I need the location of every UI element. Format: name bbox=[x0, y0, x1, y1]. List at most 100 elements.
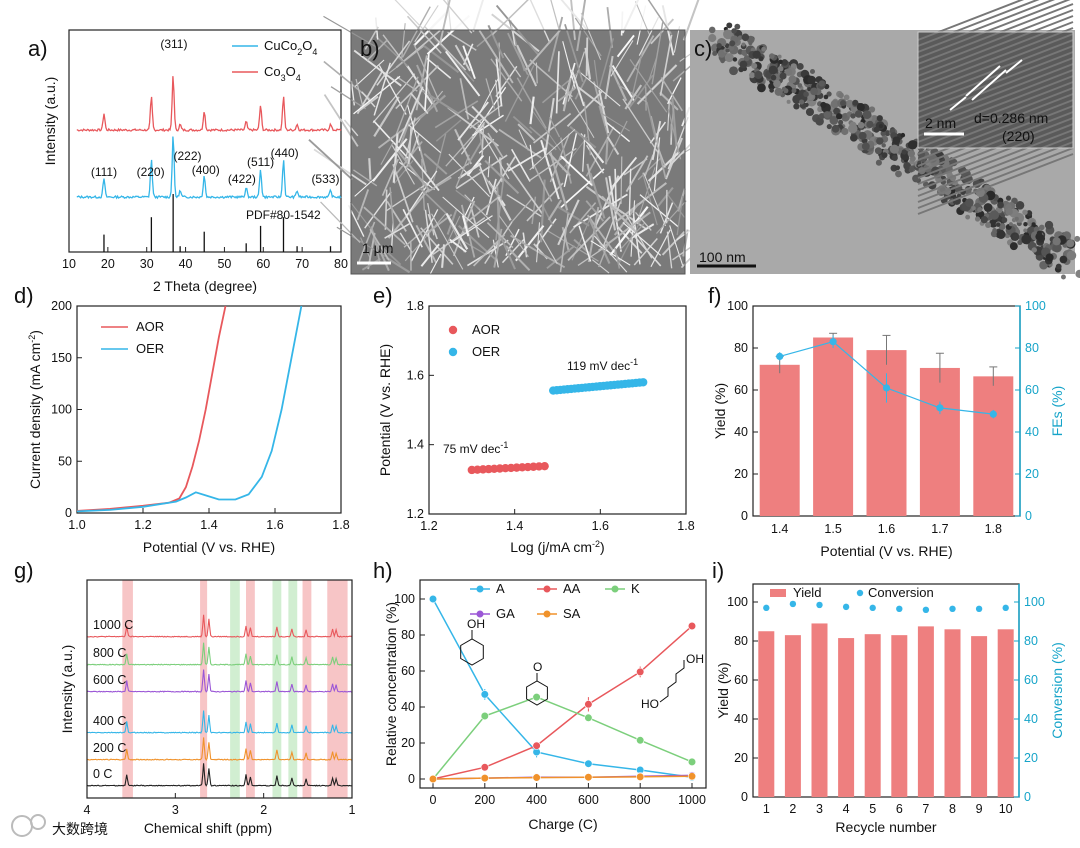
nanoparticle bbox=[980, 216, 988, 224]
nanowire bbox=[536, 222, 540, 263]
nanoparticle bbox=[720, 58, 725, 64]
point-sa bbox=[532, 773, 541, 782]
nanoparticle bbox=[777, 65, 784, 72]
nanowire bbox=[619, 222, 645, 251]
point-k bbox=[532, 692, 541, 702]
nanowire bbox=[650, 18, 675, 45]
nanoparticle bbox=[835, 113, 843, 120]
inset-frame bbox=[917, 31, 1074, 149]
lattice-fringe bbox=[917, 69, 1074, 131]
nanowire bbox=[646, 101, 657, 143]
nanoparticle bbox=[892, 136, 901, 145]
legend-yield: Yield bbox=[793, 585, 821, 600]
nmr-trace bbox=[87, 614, 353, 638]
legend-marker bbox=[543, 585, 551, 593]
nanowire bbox=[466, 138, 484, 166]
nanowire bbox=[454, 44, 471, 72]
tafel-x-axis-label: Log (j/mA cm-2) bbox=[510, 539, 604, 555]
nanowire bbox=[388, 45, 425, 74]
i-y-tick-label: 60 bbox=[734, 673, 748, 687]
nanowire bbox=[466, 239, 509, 267]
nanowire bbox=[614, 247, 621, 269]
legend-sa: SA bbox=[563, 606, 581, 621]
nanowire bbox=[587, 206, 600, 263]
nanowire bbox=[606, 120, 628, 162]
i-x-tick-label: 9 bbox=[976, 802, 983, 816]
nanowire bbox=[504, 65, 535, 122]
nanowire bbox=[384, 222, 412, 239]
nanoparticle bbox=[881, 143, 886, 148]
nanoparticle bbox=[826, 123, 832, 130]
nanowire bbox=[503, 52, 522, 78]
tafel-slope-aor: 75 mV dec-1 bbox=[443, 440, 508, 456]
nanowire bbox=[529, 128, 576, 171]
nanowire bbox=[681, 106, 691, 127]
nanoparticle bbox=[989, 210, 1000, 220]
nanowire bbox=[457, 162, 482, 180]
carbonyl-label: O bbox=[533, 660, 542, 674]
nanowire bbox=[529, 147, 577, 181]
nanoparticle bbox=[873, 126, 880, 133]
nanowire bbox=[562, 41, 576, 88]
f-x-tick-label: 1.6 bbox=[878, 522, 895, 536]
nanowire bbox=[366, 39, 389, 61]
nanoparticle bbox=[997, 201, 1004, 209]
nanoparticle bbox=[818, 80, 825, 87]
nanowire bbox=[385, 180, 433, 212]
nanowire bbox=[410, 209, 439, 262]
nanowire bbox=[495, 58, 503, 107]
i-x-tick-label: 4 bbox=[843, 802, 850, 816]
lsv-curve-aor bbox=[76, 305, 227, 512]
xrd-x-tick-label: 70 bbox=[295, 257, 309, 271]
fe-point bbox=[776, 352, 784, 360]
f-y-axis-label: Yield (%) bbox=[712, 383, 728, 439]
nanowire bbox=[471, 105, 499, 134]
nanowire bbox=[518, 129, 529, 151]
conversion-point bbox=[869, 604, 876, 612]
nanowire bbox=[614, 168, 617, 207]
nanowire bbox=[429, 253, 442, 275]
yield-bar bbox=[758, 631, 775, 797]
miller-index-label: (220) bbox=[137, 165, 165, 179]
yield-bar bbox=[971, 636, 988, 797]
nanowire bbox=[539, 179, 546, 243]
miller-index-label: (533) bbox=[311, 172, 339, 186]
nanowire bbox=[423, 45, 460, 74]
point-a bbox=[480, 690, 489, 699]
nanoparticle bbox=[734, 23, 741, 30]
legend-k: K bbox=[631, 581, 640, 596]
nanoparticle bbox=[725, 48, 730, 53]
nanowire bbox=[629, 59, 668, 113]
nanowire bbox=[666, 192, 686, 218]
nanowire bbox=[497, 196, 512, 221]
h-x-tick-label: 200 bbox=[474, 793, 495, 807]
nanoparticle bbox=[826, 91, 832, 97]
nanoparticle bbox=[838, 92, 844, 99]
nanowire bbox=[487, 24, 505, 59]
nanowire bbox=[648, 57, 658, 81]
nanoparticle bbox=[895, 165, 901, 171]
nanowire bbox=[577, 247, 604, 266]
lattice-fringe bbox=[917, 57, 1074, 119]
nanowire bbox=[407, 126, 413, 165]
nanowire bbox=[585, 126, 615, 177]
nanoparticle bbox=[716, 43, 722, 49]
f-right-tick-label: 0 bbox=[1025, 509, 1032, 523]
conversion-point bbox=[1002, 604, 1009, 612]
nanoparticle bbox=[737, 35, 743, 41]
nanowire bbox=[395, 76, 419, 136]
fe-point bbox=[989, 410, 997, 418]
nanowire bbox=[525, 28, 562, 71]
nanoparticle bbox=[857, 121, 865, 129]
nanowire bbox=[442, 196, 490, 239]
nanowire bbox=[604, 55, 614, 100]
i-right-tick-label: 40 bbox=[1024, 712, 1038, 726]
lattice-fringe bbox=[917, 27, 1074, 89]
nanoparticle bbox=[769, 53, 775, 59]
nanowire bbox=[373, 96, 400, 138]
nanowire bbox=[682, 0, 700, 41]
tafel-point-aor bbox=[540, 461, 549, 471]
nanowire bbox=[405, 170, 438, 217]
nanoparticle bbox=[748, 41, 753, 46]
conversion-point bbox=[763, 604, 770, 612]
